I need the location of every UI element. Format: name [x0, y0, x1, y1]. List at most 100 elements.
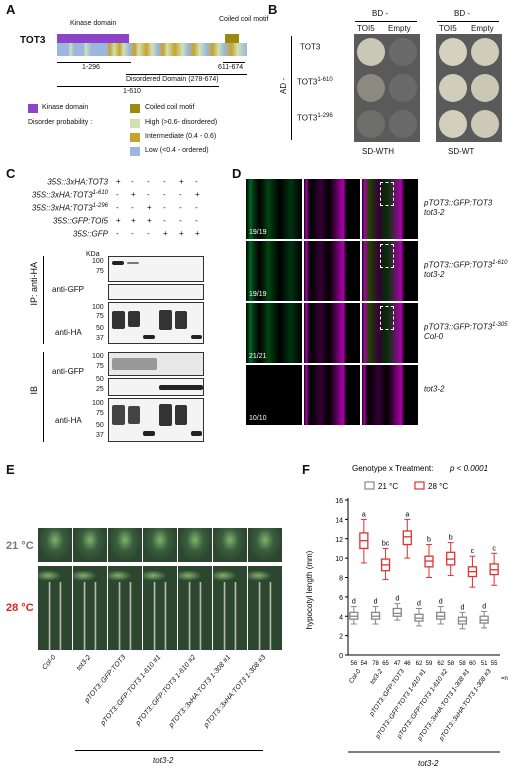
- significance-letter: bc: [382, 540, 390, 547]
- ip-anti-gfp-label: anti-GFP: [52, 285, 85, 294]
- n-count: 54: [361, 661, 368, 667]
- legend-low-swatch: [130, 147, 140, 156]
- sign-cell: -: [147, 177, 150, 186]
- legend-21-label: 21 °C: [378, 482, 398, 491]
- significance-letter: d: [352, 599, 356, 606]
- zoom-box: [380, 306, 394, 330]
- genotype-line1: tot3-2: [424, 384, 445, 394]
- sign-cell: +: [195, 229, 200, 238]
- coiled-coil-domain: [225, 34, 239, 43]
- legend-inter-label: Intermediate (0.4 - 0.6): [145, 133, 217, 140]
- bd-rule-left: [355, 21, 417, 22]
- y-tick-label: 12: [335, 537, 343, 544]
- disorder-track: [57, 43, 247, 56]
- construct-label: 35S::3xHA:TOT3: [47, 177, 108, 187]
- band: [159, 385, 203, 390]
- sign-cell: -: [116, 229, 119, 238]
- construct-name: 35S::3xHA:TOT3: [47, 177, 108, 187]
- seedling-genotype-label: pTOT3::3xHA:TOT3 1-308 #1: [167, 654, 233, 729]
- spot-wt-2-empty: [471, 74, 499, 102]
- x-tick-label: Col-0: [348, 668, 363, 685]
- seedling-image-28c: [213, 566, 247, 650]
- construct-label: 35S::GFP: [73, 229, 108, 239]
- marker: 75: [96, 268, 104, 275]
- microscopy-image: [303, 178, 361, 240]
- sign-cell: -: [163, 190, 166, 199]
- band: [159, 404, 172, 426]
- seedling-image-28c: [143, 566, 177, 650]
- construct-label: 35S::3xHA:TOT31-296: [32, 203, 108, 213]
- marker: 50: [96, 422, 104, 429]
- panel-d-label: D: [232, 166, 242, 181]
- bd-rule-right: [437, 21, 499, 22]
- genotype-sup: 1-610: [492, 260, 508, 266]
- legend-kinase-label: Kinase domain: [42, 104, 89, 111]
- significance-letter: c: [471, 548, 475, 555]
- seedling-image-28c: [73, 566, 107, 650]
- coiled-coil-label: Coiled coil motif: [219, 16, 269, 23]
- n-suffix: =n: [501, 676, 508, 682]
- plate-grid-wt: [436, 34, 502, 142]
- bd-header-left: BD -: [372, 9, 388, 18]
- sign-cell: +: [147, 216, 152, 225]
- marker: 100: [92, 400, 104, 407]
- sign-cell: +: [179, 229, 184, 238]
- genotype-sup: 1-305: [492, 322, 508, 328]
- genotype-label: pTOT3::GFP:TOT31-305 Col-0: [424, 322, 508, 341]
- construct-name: 35S::GFP:TOI5: [53, 216, 108, 226]
- marker: 75: [96, 313, 104, 320]
- ib-anti-gfp-label: anti-GFP: [52, 367, 85, 376]
- panel-c-label: C: [6, 166, 16, 181]
- seedling-image-21c: [143, 528, 177, 562]
- microscopy-image: [361, 302, 419, 364]
- significance-letter: d: [460, 604, 464, 611]
- seedling-image-28c: [38, 566, 72, 650]
- legend-high-swatch: [130, 119, 140, 128]
- box: [392, 607, 402, 617]
- cotyledon: [108, 566, 142, 582]
- spot-wth-3-toi5: [357, 110, 385, 138]
- marker: 37: [96, 335, 104, 342]
- cell-count: 10/10: [249, 415, 267, 422]
- microscopy-image: [303, 240, 361, 302]
- disordered-domain-label: Disordered Domain (278-674): [126, 76, 219, 83]
- x-tick-label: tot3-2: [369, 668, 384, 686]
- genotype-label: pTOT3::GFP:TOT31-610 tot3-2: [424, 260, 508, 279]
- genotype-label: tot3-2: [424, 384, 444, 394]
- blot-ip-anti-gfp-1: [108, 256, 204, 282]
- chart-pvalue: p < 0.0001: [449, 464, 488, 473]
- media-sd-wth: SD-WTH: [362, 147, 394, 156]
- y-tick-label: 8: [339, 576, 343, 583]
- significance-letter: d: [417, 601, 421, 608]
- microscopy-image: 19/19: [245, 178, 303, 240]
- band: [175, 311, 187, 329]
- band: [112, 311, 125, 329]
- marker: 100: [92, 258, 104, 265]
- panel-a-label: A: [6, 2, 16, 17]
- band: [191, 335, 202, 339]
- seedling-image-28c: [178, 566, 212, 650]
- blot-ib-anti-ha: [108, 398, 204, 442]
- sign-cell: +: [116, 216, 121, 225]
- spot-wth-2-toi5: [357, 74, 385, 102]
- n-count: 56: [351, 661, 358, 667]
- sign-cell: -: [116, 203, 119, 212]
- band: [127, 262, 139, 264]
- legend-21-swatch: [364, 481, 375, 490]
- construct-name: 35S::3xHA:TOT3: [31, 203, 93, 213]
- band: [143, 431, 155, 436]
- sign-cell: -: [147, 190, 150, 199]
- panel-e-label: E: [6, 462, 15, 477]
- marker: 100: [92, 304, 104, 311]
- y-tick-label: 6: [339, 595, 343, 602]
- n-count: 65: [382, 661, 389, 667]
- seedling-image-21c: [73, 528, 107, 562]
- range-1-610-line: [57, 86, 219, 87]
- construct-sup: 1-296: [92, 203, 108, 209]
- range-1-296-line: [57, 62, 131, 63]
- sign-cell: -: [179, 190, 182, 199]
- sign-cell: -: [195, 177, 198, 186]
- significance-letter: d: [395, 596, 399, 603]
- microscopy-image: 21/21: [245, 302, 303, 364]
- legend-disorder-title: Disorder probability :: [28, 119, 93, 126]
